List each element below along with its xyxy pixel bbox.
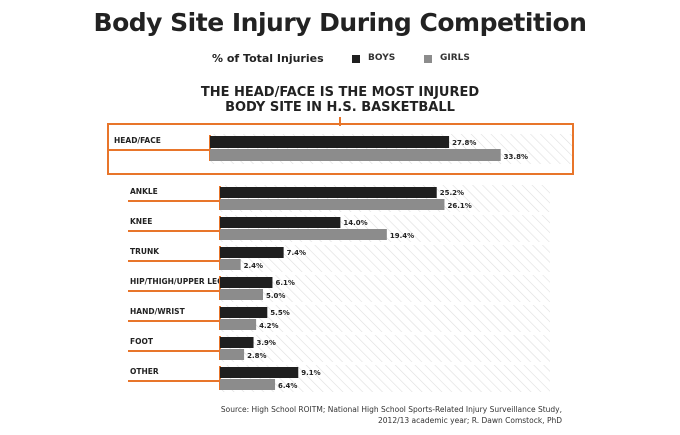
hatch-band-foot xyxy=(220,335,550,362)
bar-boys-head-face xyxy=(210,136,450,148)
category-label-hand-wrist: HAND/WRIST xyxy=(130,307,186,316)
bar-boys-hip-thigh-upper-leg xyxy=(220,277,273,288)
callout-pointer xyxy=(339,117,341,126)
legend: % of Total Injuries BOYS GIRLS xyxy=(0,52,680,68)
bar-girls-ankle xyxy=(220,199,445,210)
value-label-girls-trunk: 2.4% xyxy=(244,262,263,270)
legend-text-girls: GIRLS xyxy=(440,53,470,63)
value-label-boys-trunk: 7.4% xyxy=(287,249,306,257)
value-label-girls-other: 6.4% xyxy=(278,382,297,390)
bar-girls-hand-wrist xyxy=(220,319,257,330)
bar-girls-knee xyxy=(220,229,387,240)
source-note: Source: High School ROITM; National High… xyxy=(221,404,562,426)
value-label-boys-foot: 3.9% xyxy=(257,339,276,347)
hatch-band-hip-thigh-upper-leg xyxy=(220,275,550,302)
value-label-boys-hip-thigh-upper-leg: 6.1% xyxy=(275,279,294,287)
value-label-girls-head-face: 33.8% xyxy=(504,153,528,161)
bar-boys-other xyxy=(220,367,299,378)
value-label-girls-foot: 2.8% xyxy=(247,352,266,360)
bar-girls-foot xyxy=(220,349,245,360)
bar-girls-hip-thigh-upper-leg xyxy=(220,289,263,300)
legend-swatch-girls xyxy=(424,55,432,63)
category-label-trunk: TRUNK xyxy=(130,247,160,256)
value-label-boys-knee: 14.0% xyxy=(343,219,367,227)
category-label-ankle: ANKLE xyxy=(130,187,158,196)
bar-girls-trunk xyxy=(220,259,241,270)
value-label-girls-knee: 19.4% xyxy=(390,232,414,240)
legend-swatch-boys xyxy=(352,55,360,63)
legend-label: % of Total Injuries xyxy=(212,52,324,65)
value-label-boys-other: 9.1% xyxy=(301,369,320,377)
bar-girls-other xyxy=(220,379,276,390)
headline: THE HEAD/FACE IS THE MOST INJURED BODY S… xyxy=(0,85,680,115)
bar-boys-foot xyxy=(220,337,254,348)
highlight-box xyxy=(107,123,574,175)
chart-title: Body Site Injury During Competition xyxy=(93,8,587,37)
legend-text-boys: BOYS xyxy=(368,53,396,63)
category-label-knee: KNEE xyxy=(130,217,152,226)
value-label-boys-hand-wrist: 5.5% xyxy=(270,309,289,317)
value-label-boys-ankle: 25.2% xyxy=(440,189,464,197)
bar-boys-trunk xyxy=(220,247,284,258)
value-label-girls-hand-wrist: 4.2% xyxy=(259,322,278,330)
headline-line-2: BODY SITE IN H.S. BASKETBALL xyxy=(225,100,455,115)
value-label-boys-head-face: 27.8% xyxy=(452,139,476,147)
source-line-1: Source: High School ROITM; National High… xyxy=(220,405,562,414)
bar-boys-hand-wrist xyxy=(220,307,268,318)
bar-girls-head-face xyxy=(210,149,501,161)
value-label-girls-ankle: 26.1% xyxy=(447,202,471,210)
hatch-band-hand-wrist xyxy=(220,305,550,332)
bar-boys-ankle xyxy=(220,187,437,198)
value-label-girls-hip-thigh-upper-leg: 5.0% xyxy=(266,292,285,300)
category-label-head-face: HEAD/FACE xyxy=(114,136,161,145)
category-label-foot: FOOT xyxy=(130,337,154,346)
headline-line-1: THE HEAD/FACE IS THE MOST INJURED xyxy=(200,85,480,100)
category-label-hip-thigh-upper-leg: HIP/THIGH/UPPER LEG xyxy=(130,277,223,286)
bar-boys-knee xyxy=(220,217,341,228)
category-label-other: OTHER xyxy=(130,367,159,376)
source-line-2: 2012/13 academic year; R. Dawn Comstock,… xyxy=(378,416,562,425)
